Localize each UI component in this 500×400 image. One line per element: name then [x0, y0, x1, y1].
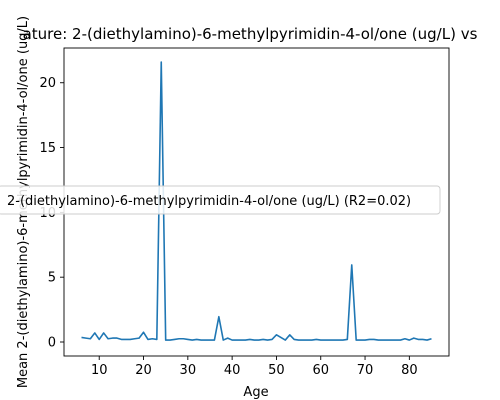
x-tick-label: 40 [224, 363, 241, 378]
x-tick-label: 80 [401, 363, 418, 378]
y-tick-label: 20 [39, 76, 56, 91]
x-tick-label: 30 [180, 363, 197, 378]
x-tick-label: 70 [357, 363, 374, 378]
legend-label-series: 2-(diethylamino)-6-methylpyrimidin-4-ol/… [7, 194, 411, 209]
y-tick-label: 0 [48, 336, 56, 351]
legend-box [0, 185, 441, 215]
x-tick-label: 50 [268, 363, 285, 378]
chart-title: ature: 2-(diethylamino)-6-methylpyrimidi… [23, 25, 478, 43]
x-axis-label: Age [243, 385, 268, 400]
x-tick-label: 60 [312, 363, 329, 378]
x-tick-label: 20 [135, 363, 152, 378]
legend: 2-(diethylamino)-6-methylpyrimidin-4-ol/… [0, 185, 441, 215]
y-tick-label: 15 [39, 141, 56, 156]
x-tick-label: 10 [91, 363, 108, 378]
y-tick-label: 5 [48, 271, 56, 286]
series-line [81, 61, 432, 341]
x-axis-ticks: 10 20 30 40 50 60 70 80 [91, 356, 418, 378]
